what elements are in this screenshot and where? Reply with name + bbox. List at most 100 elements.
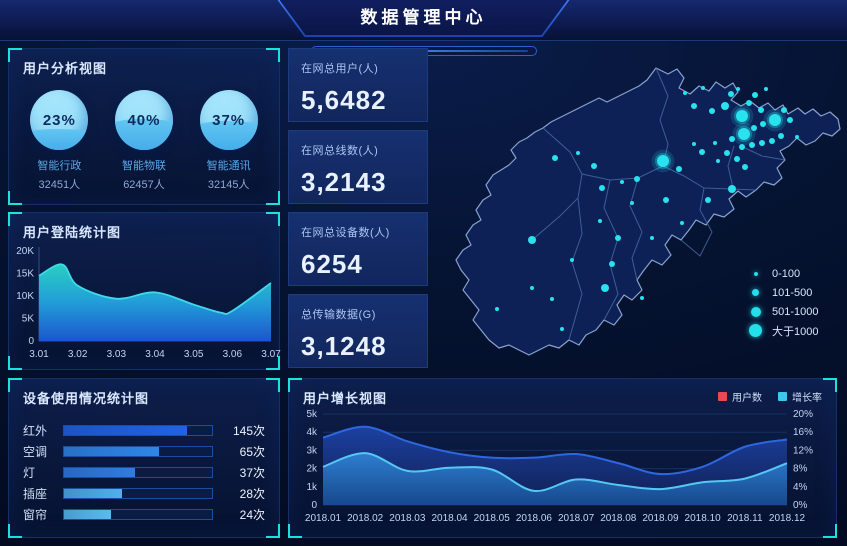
legend-item-1[interactable]: 增长率 [778, 389, 822, 404]
map-dot [609, 261, 615, 267]
map-legend-dot [748, 306, 763, 317]
stat-label: 在网总用户(人) [301, 63, 379, 75]
dot-icon [750, 306, 761, 317]
login-x-tick: 3.06 [223, 349, 243, 360]
map-legend-row-2: 501-1000 [748, 302, 819, 321]
map-dot [709, 108, 715, 114]
map-dot [550, 297, 554, 301]
gauge-percent: 37% [212, 111, 246, 129]
panel-title-device-usage: 设备使用情况统计图 [23, 391, 150, 406]
device-bar-track [63, 446, 213, 457]
device-bar-value: 65次 [239, 445, 265, 459]
map-dot [601, 284, 609, 292]
growth-x-tick: 2018.05 [474, 513, 511, 524]
device-bar-row: 窗帘 24次 [23, 504, 265, 525]
device-bar-row: 灯 37次 [23, 462, 265, 483]
growth-x-tick: 2018.08 [600, 513, 637, 524]
login-x-tick: 3.04 [145, 349, 165, 360]
map-dot [683, 91, 687, 95]
growth-y-tick-right: 16% [793, 427, 813, 438]
login-y-tick: 5K [22, 314, 35, 325]
login-x-tick: 3.01 [29, 349, 49, 360]
map-legend-label: 大于1000 [772, 325, 819, 338]
login-x-tick: 3.03 [107, 349, 127, 360]
map-dot [728, 91, 734, 97]
map-legend-label: 501-1000 [772, 305, 819, 318]
growth-y-tick-right: 0% [793, 500, 808, 511]
device-bar-value: 37次 [239, 466, 265, 480]
device-bar-track [63, 467, 213, 478]
map-dot [701, 86, 705, 90]
login-x-tick: 3.05 [184, 349, 204, 360]
map-dot [749, 142, 755, 148]
map-dot [734, 156, 740, 162]
login-area-chart: 0 5K 10K 15K 20K 3.01 3.02 3.03 3.04 3.05 3.06 3.07 [16, 246, 281, 360]
growth-y-tick-left: 3k [306, 445, 318, 456]
gauge-count: 32145人 [207, 179, 250, 191]
map-dot [787, 117, 793, 123]
growth-chart-legend: 用户数 增长率 [718, 389, 822, 404]
device-bar-label: 红外 [23, 424, 48, 438]
growth-rate-area [323, 453, 787, 505]
growth-y-tick-left: 2k [306, 464, 318, 475]
map-dot [739, 144, 745, 150]
map-dot [729, 136, 735, 142]
growth-y-tick-right: 8% [793, 464, 808, 475]
map-legend: 0-100 101-500 501-1000 大于1000 [748, 264, 819, 340]
page-title: 数据管理中心 [360, 8, 487, 27]
gauge-label: 智能物联 [121, 160, 166, 172]
device-bar-fill [64, 447, 159, 456]
growth-x-tick: 2018.10 [685, 513, 722, 524]
panel-title-user-analysis: 用户分析视图 [23, 61, 108, 76]
map-legend-dot [748, 324, 763, 337]
device-bar-track [63, 488, 213, 499]
map-dot [576, 151, 580, 155]
device-bar-row: 插座 28次 [23, 483, 265, 504]
map-dot [724, 150, 730, 156]
map-dot [736, 110, 748, 122]
map-dot [721, 102, 729, 110]
device-bar-value: 145次 [232, 424, 265, 438]
legend-swatch [718, 392, 727, 401]
map-dot [736, 87, 740, 91]
map-dot [598, 219, 602, 223]
map-dot [728, 185, 736, 193]
device-bar-track [63, 509, 213, 520]
header-banner: 数据管理中心 [278, 0, 570, 37]
device-bar-label: 窗帘 [23, 508, 48, 522]
dot-icon [752, 289, 759, 296]
map-dot [746, 100, 752, 106]
map-legend-dot [748, 289, 763, 296]
device-bar-fill [64, 468, 136, 477]
gauge-count: 62457人 [123, 179, 165, 191]
device-bar-label: 灯 [23, 466, 36, 480]
stat-card-3: 总传输数据(G) 3,1248 [288, 294, 428, 368]
growth-y-tick-left: 0 [311, 500, 317, 511]
map-dot [781, 107, 787, 113]
dot-icon [749, 324, 762, 337]
region-map [455, 67, 841, 356]
legend-item-0[interactable]: 用户数 [718, 389, 762, 404]
stat-value: 3,1248 [301, 331, 387, 361]
map-dot [705, 197, 711, 203]
gauge-liquid [114, 118, 173, 150]
device-bar-fill [64, 510, 112, 519]
stat-label: 在网总线数(人) [301, 145, 379, 157]
map-legend-label: 101-500 [772, 286, 813, 299]
map-dot [495, 307, 499, 311]
map-dot [764, 87, 768, 91]
device-bar-fill [64, 489, 122, 498]
login-x-tick: 3.07 [261, 349, 281, 360]
legend-label: 用户数 [732, 393, 762, 404]
map-dot [570, 258, 574, 262]
map-dot [663, 197, 669, 203]
panel-device-usage: 设备使用情况统计图 红外 145次 空调 65次灯 37次 插座 28次 窗帘 24次 [8, 378, 280, 538]
login-line [38, 263, 272, 315]
device-bar-label: 插座 [23, 487, 48, 501]
map-dot [640, 296, 644, 300]
growth-y-tick-left: 5k [306, 409, 318, 420]
panel-user-growth: 用户增长视图 用户数 增长率 0 0% 1k 4% 2k 8% 3k 12% 4k 16% 5k 20%… [288, 378, 837, 538]
legend-label: 增长率 [792, 393, 822, 404]
map-dot [691, 103, 697, 109]
panel-title-login-stats: 用户登陆统计图 [23, 225, 122, 240]
